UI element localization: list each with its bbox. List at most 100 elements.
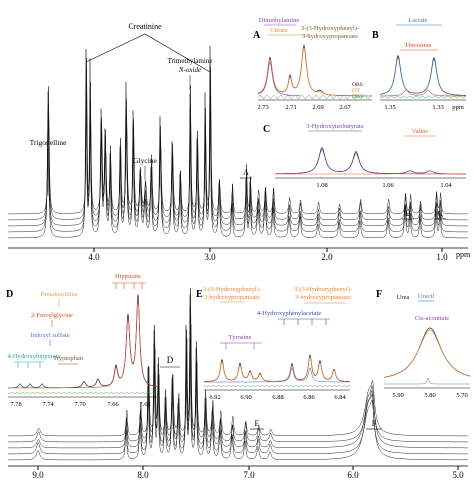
- bottom-tick-5: 5.0: [452, 470, 464, 480]
- top-trace-3: [8, 67, 468, 227]
- label-trigonelline: Trigonelline: [30, 138, 67, 147]
- bottom-spectrum-traces: [8, 287, 468, 461]
- inset-b-obs: [379, 54, 466, 96]
- inset-e-hpa-fit: [204, 367, 350, 383]
- inset-b-diff: [379, 95, 467, 99]
- label-hpp1-line1: 3-(3-Hydroxyphenyl)-: [203, 286, 261, 293]
- inset-d-tick-4: 7.62: [139, 401, 150, 408]
- label-hhip: 4-Hydroxyhippurate: [7, 353, 60, 360]
- tyrosine-bracket: [220, 342, 262, 349]
- inset-b: B Lactate Threonine 1.35 1.33 ppm: [372, 17, 467, 111]
- inset-a-tick-2: 2.69: [312, 104, 323, 111]
- top-trace-1: [8, 48, 468, 239]
- top-axis-unit: ppm: [456, 250, 471, 259]
- label-hpp2-line1: 3-(3-Hydroxyphenyl)-: [294, 286, 352, 293]
- top-x-ticks: [93, 248, 443, 252]
- label-urea: Urea: [397, 294, 410, 301]
- inset-a-tick-0: 2.73: [257, 104, 268, 111]
- inset-a-tick-1: 2.71: [285, 104, 296, 111]
- top-trace-2: [8, 45, 468, 233]
- inset-d-tick-3: 7.66: [107, 401, 119, 408]
- legend-diff: DIFF: [352, 94, 364, 100]
- label-uracil: Uracil: [418, 293, 434, 300]
- legend-obs: OBS: [352, 82, 363, 88]
- bottom-trace-1: [8, 305, 468, 461]
- inset-b-threonine-fit: [380, 89, 466, 97]
- inset-c-tick-1: 1.06: [382, 182, 394, 189]
- label-threonine: Threonine: [405, 42, 432, 49]
- inset-a-letter: A: [253, 30, 261, 41]
- label-tryptophan: Tryptophan: [53, 355, 84, 362]
- inset-e-tick-4: 6.84: [334, 394, 346, 401]
- top-trace-4: [8, 75, 468, 221]
- inset-e-fit: [204, 356, 350, 382]
- label-lactate: Lactate: [408, 17, 427, 24]
- label-hpa: 4-Hydroxyphenylacetate: [257, 310, 321, 317]
- label-glycine: Glycine: [133, 156, 157, 165]
- label-citrate: Citrate: [270, 27, 288, 34]
- inset-e-obs: [204, 354, 350, 382]
- inset-a-dimethylamine-fit: [257, 61, 300, 96]
- inset-d-traces: [7, 294, 157, 395]
- inset-c-letter: C: [263, 124, 270, 135]
- creatinine-bracket: [85, 33, 211, 73]
- inset-f: F Urea Uracil Cis-aconitate 5.90 5.80 5.…: [376, 289, 471, 399]
- inset-a-traces: [257, 44, 372, 99]
- inset-a-diff: [257, 95, 372, 99]
- label-creatinine: Creatinine: [128, 22, 162, 31]
- region-a-label: A: [243, 168, 249, 177]
- inset-f-tick-2: 5.70: [456, 392, 467, 399]
- hippurate-bracket: [112, 282, 146, 289]
- inset-d-obs: [7, 294, 157, 389]
- label-hpp1-line2: 3-hydroxypropanoate: [204, 294, 260, 301]
- inset-a-tick-3: 2.67: [339, 104, 351, 111]
- inset-d-letter: D: [6, 289, 13, 300]
- inset-e: E 3-(3-Hydroxyphenyl)- 3-hydroxypropanoa…: [196, 286, 352, 401]
- inset-d-hippurate-fit: [8, 298, 157, 389]
- bottom-trace-2: [8, 294, 468, 455]
- hhip-bracket: [14, 361, 44, 368]
- inset-a-fit: [257, 46, 372, 97]
- inset-f-uracil-fit: [384, 377, 470, 385]
- top-tick-1: 1.0: [436, 252, 448, 262]
- top-spectrum: 4.0 3.0 2.0 1.0 ppm Creatinine Trimethyl…: [8, 22, 471, 262]
- label-tmao-line2: N-oxide: [178, 66, 201, 74]
- hpa-bracket: [278, 318, 330, 325]
- inset-e-traces: [204, 354, 351, 388]
- inset-e-tick-1: 6.90: [240, 394, 251, 401]
- region-d-label: D: [167, 355, 174, 365]
- inset-e-tick-0: 6.92: [209, 394, 220, 401]
- region-b-label: B: [405, 209, 410, 218]
- bottom-trace-4: [8, 287, 468, 443]
- inset-b-traces: [379, 54, 467, 99]
- inset-e-tick-3: 6.86: [303, 394, 315, 401]
- bottom-spectrum: 9.0 8.0 7.0 6.0 5.0 D E F: [8, 287, 468, 480]
- inset-e-diff: [204, 384, 351, 388]
- inset-b-letter: B: [372, 30, 379, 41]
- bottom-tick-7: 7.0: [243, 470, 255, 480]
- label-hppa-line1: 3-(3-Hydroxyphenyl)-: [301, 25, 359, 32]
- inset-a: A Dimethylamine Citrate 3-(3-Hydroxyphen…: [253, 17, 372, 111]
- inset-d-diff: [7, 391, 157, 395]
- inset-c-tick-2: 1.04: [440, 182, 452, 189]
- inset-e-letter: E: [196, 289, 203, 300]
- label-cis-aconitate: Cis-aconitate: [415, 315, 449, 322]
- inset-e-tick-2: 6.88: [272, 394, 283, 401]
- inset-c: C 3-Hydroxyisobutyrate Valine 1.08 1.06 …: [263, 123, 466, 189]
- bottom-x-ticks: [37, 466, 459, 470]
- legend-fit: FIT: [352, 88, 361, 94]
- label-hippurate: Hippurate: [115, 273, 141, 280]
- inset-b-axis-unit: ppm: [452, 104, 464, 111]
- inset-b-lactate-fit: [379, 57, 466, 96]
- bottom-tick-9: 9.0: [32, 470, 44, 480]
- top-tick-3: 3.0: [204, 252, 216, 262]
- inset-c-valine-fit: [275, 170, 466, 175]
- inset-f-fit: [383, 329, 471, 378]
- label-hpp2-line2: 3-hydroxypropanoate: [295, 294, 351, 301]
- label-tmao-line1: Trimethylamine: [168, 57, 213, 65]
- region-e-label: E: [255, 419, 260, 428]
- inset-c-traces: [275, 147, 466, 175]
- bottom-tick-8: 8.0: [137, 470, 149, 480]
